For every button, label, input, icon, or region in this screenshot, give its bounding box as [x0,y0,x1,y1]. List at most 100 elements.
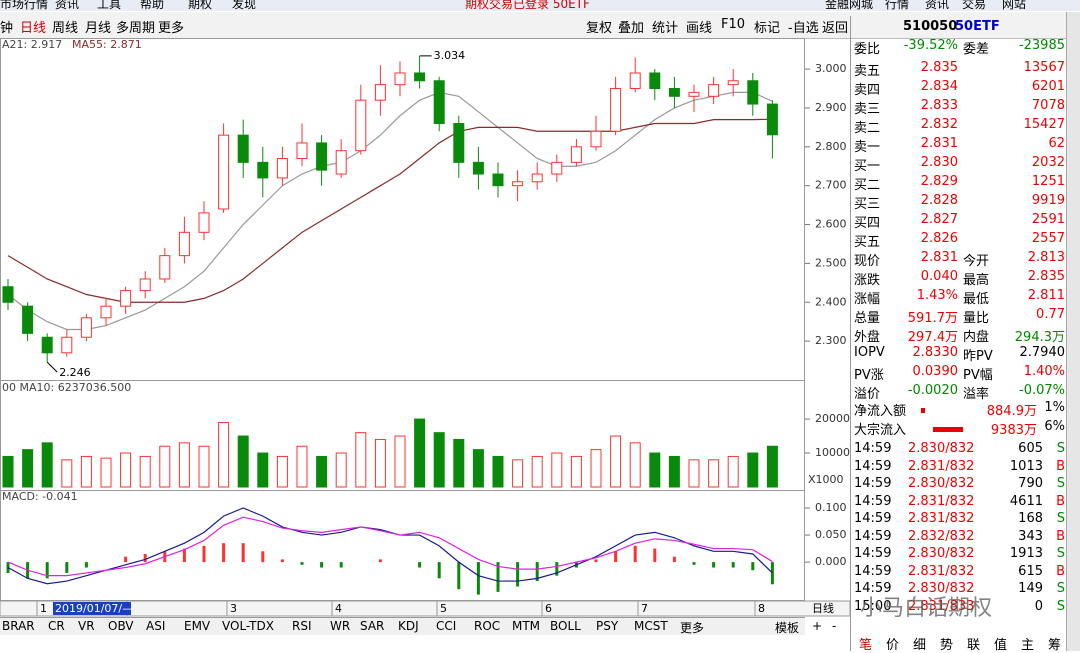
value: -39.52% [903,38,958,53]
volume-bar [139,455,151,488]
trade-time: 14:59 [854,581,892,596]
toolbar-button[interactable]: 更多 [158,21,185,36]
candle-body [512,181,524,187]
value: 1.43% [916,288,958,303]
quote-tab[interactable]: 值 [994,638,1008,653]
trade-volume: 343 [1018,528,1043,544]
trade-side: B [1056,458,1065,474]
quote-tab[interactable]: 主 [1021,638,1035,653]
menu-item[interactable]: 行情 [885,0,910,11]
menu-item[interactable]: 资讯 [925,0,950,11]
tab-tool[interactable]: + [812,619,823,633]
tab-tool[interactable]: - [832,619,837,633]
y-tick-label: 20000 [815,412,850,425]
volume-bar [570,455,582,488]
trade-volume: 168 [1018,511,1043,526]
menu-item[interactable]: 帮助 [140,0,165,11]
indicator-tab[interactable]: CCI [436,619,457,633]
month-label: 1 [40,602,47,615]
value: 2.831 [920,250,958,265]
toolbar-button[interactable]: 日线 [20,21,47,36]
value: 591.7万 [907,311,958,326]
book-volume: 1251 [1031,174,1065,189]
volume-bar [590,449,602,488]
indicator-tab[interactable]: SAR [360,619,385,633]
quote-tab[interactable]: 细 [913,638,927,653]
quote-tab[interactable]: 势 [940,638,954,653]
candle-body [531,173,543,183]
indicator-tab[interactable]: OBV [108,619,134,633]
indicator-tab[interactable]: WR [330,619,351,633]
menu-item[interactable]: 网站 [1002,0,1027,11]
trade-time: 14:59 [854,528,892,544]
book-volume: 7078 [1031,98,1065,113]
trade-side: B [1056,493,1065,509]
menu-item[interactable]: 市场行情 [0,0,49,11]
book-volume: 15427 [1023,117,1065,132]
volume-bar [708,459,720,488]
ma-line [7,118,773,303]
toolbar-button[interactable]: 标记 [754,21,781,36]
toolbar-button[interactable]: 月线 [85,21,112,36]
indicator-tab[interactable]: MCST [634,619,668,633]
toolbar-button[interactable]: 复权 [586,21,613,36]
menu-item[interactable]: 交易 [962,0,987,11]
indicator-tab[interactable]: RSI [292,619,312,633]
toolbar-button[interactable]: 统计 [652,21,679,36]
volume-bar [610,435,622,488]
indicator-tab[interactable]: EMV [184,619,211,633]
indicator-tab[interactable]: KDJ [398,619,419,633]
menu-item[interactable]: 资讯 [55,0,80,11]
toolbar-button[interactable]: F10 [721,17,746,32]
candle-body [276,157,288,179]
tab-tool[interactable]: 模板 [775,621,800,635]
indicator-tab[interactable]: 更多 [680,621,705,635]
indicator-tab[interactable]: ROC [474,619,501,633]
quote-tab[interactable]: 笔 [859,638,873,653]
indicator-tab[interactable]: MTM [512,619,541,633]
indicator-tab[interactable]: VOL-TDX [222,619,274,633]
toolbar-button[interactable]: 返回 [822,21,849,36]
value: 0.77 [1036,307,1065,322]
toolbar-button[interactable]: 多周期 [116,21,156,36]
quote-tab[interactable]: 价 [886,638,900,653]
volume-bar [178,442,190,488]
value: 1.40% [1023,364,1065,379]
indicator-tab[interactable]: PSY [596,619,619,633]
y-tick-label: 2.400 [815,295,847,308]
book-price: 2.826 [920,231,958,246]
trade-price: 2.831/832 [908,493,975,509]
menu-item[interactable]: 工具 [97,0,122,11]
cursor-date-bg [53,602,131,615]
toolbar-button[interactable]: -自选 [788,21,819,36]
candle-body [708,84,720,97]
value: 0.040 [920,269,958,284]
menu-item[interactable]: 金融网城 [825,0,874,11]
ma-line [7,91,773,331]
candle-body [100,305,112,319]
toolbar: 钟日线 周线 月线 多周期 更多 复权 叠加 统计 画线 F10 标记 -自选 返回 [0,12,1080,39]
indicator-tab[interactable]: BOLL [550,619,581,633]
toolbar-button[interactable]: 叠加 [618,21,645,36]
annotation-line [46,361,58,373]
month-label: 4 [335,602,342,615]
trade-side: S [1056,441,1065,456]
book-price: 2.834 [920,79,958,94]
indicator-tab[interactable]: ASI [146,619,166,633]
toolbar-button[interactable]: 周线 [52,21,79,36]
quote-tab[interactable]: 联 [967,638,981,653]
menu-item[interactable]: 期权 [188,0,213,11]
indicator-tab[interactable]: CR [48,619,65,633]
quote-tab[interactable]: 筹 [1048,638,1062,653]
toolbar-button[interactable]: 画线 [686,21,713,36]
indicator-tab[interactable]: VR [78,619,95,633]
toolbar-button[interactable]: 钟 [0,21,14,36]
ma-header: A21: 2.917 [2,38,62,51]
book-label: 卖一 [854,140,881,155]
label: 委差 [963,42,990,57]
menu-item[interactable]: 发现 [232,0,257,11]
volume-bar [80,455,92,488]
indicator-tab[interactable]: BRAR [2,619,35,633]
value: 2.811 [1027,288,1065,303]
trade-side: S [1056,581,1065,596]
